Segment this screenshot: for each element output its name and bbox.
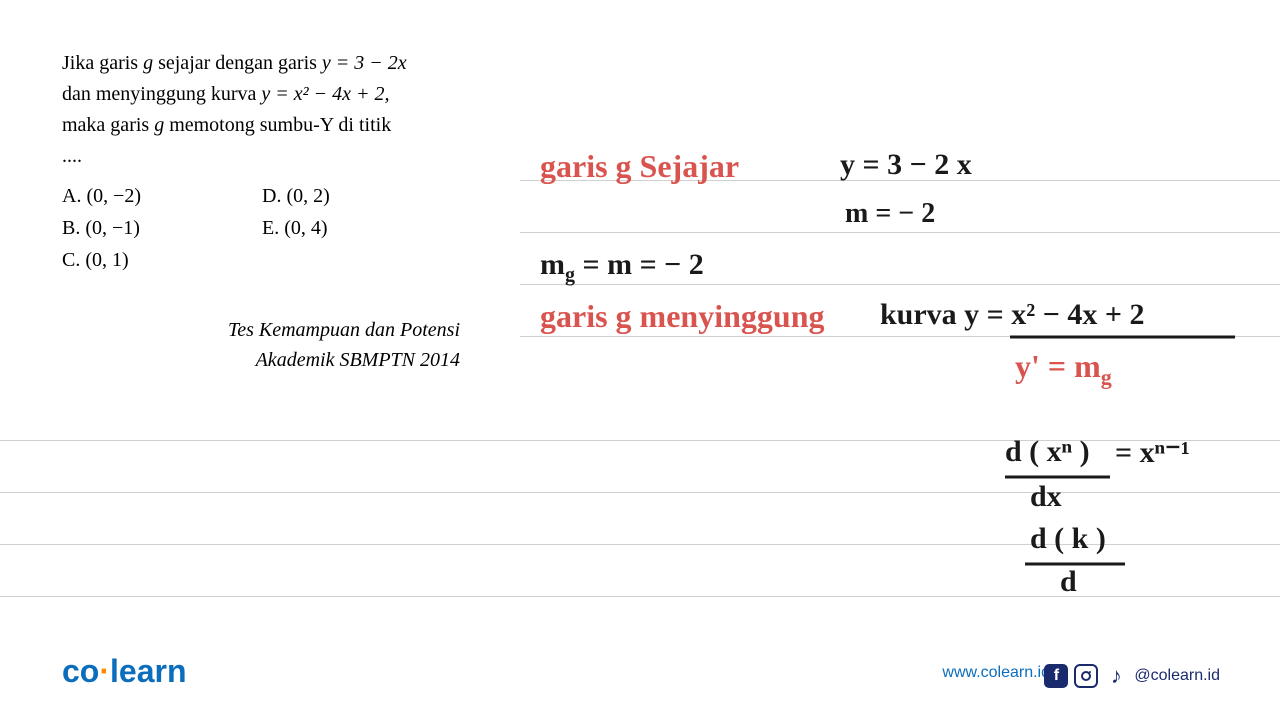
facebook-icon: f: [1044, 664, 1068, 688]
hand-dk-num: d ( k ): [1030, 522, 1106, 556]
source-line1: Tes Kemampuan dan Potensi: [228, 319, 460, 341]
q-line3-g: g: [154, 114, 164, 136]
q-dots: ....: [62, 145, 82, 167]
options-grid: A. (0, −2) D. (0, 2) B. (0, −1) E. (0, 4…: [62, 180, 492, 276]
hand-yprime-sub: g: [1101, 364, 1112, 389]
footer: co·learn www.colearn.id f ♪ @colearn.id: [0, 650, 1280, 690]
q-line1-g: g: [143, 52, 153, 74]
logo-learn: learn: [110, 653, 186, 689]
hand-deriv-eq: = xⁿ⁻¹: [1115, 435, 1190, 470]
option-a: A. (0, −2): [62, 180, 262, 212]
q-line3-post: memotong sumbu-Y di titik: [164, 114, 391, 136]
q-line2-eq: y = x² − 4x + 2,: [261, 83, 389, 105]
hand-mg-sub: g: [565, 264, 575, 286]
underline-kurva: [1010, 335, 1235, 341]
option-d: D. (0, 2): [262, 180, 462, 212]
brand-logo: co·learn: [62, 653, 186, 690]
option-b: B. (0, −1): [62, 212, 262, 244]
hand-dk-den: d: [1060, 565, 1077, 599]
tiktok-icon: ♪: [1104, 664, 1128, 688]
hand-deriv-den: dx: [1030, 480, 1062, 514]
hand-mg-m: m: [540, 248, 565, 281]
logo-dot: ·: [99, 653, 110, 689]
hand-line3: mg = m = − 2: [540, 248, 704, 287]
hand-yprime: y' = m: [1015, 348, 1101, 384]
hand-line1-red: garis g Sejajar: [540, 148, 739, 185]
hand-line5-red: y' = mg: [1015, 348, 1112, 390]
q-line1-eq: y = 3 − 2x: [322, 52, 407, 74]
q-line1-pre: Jika garis: [62, 52, 143, 74]
social-group: f ♪ @colearn.id: [1044, 664, 1220, 688]
logo-co: co: [62, 653, 99, 689]
option-c: C. (0, 1): [62, 244, 262, 276]
hand-line1-eq: y = 3 − 2 x: [840, 148, 972, 182]
hand-line2: m = − 2: [845, 198, 935, 230]
hand-deriv-num: d ( xⁿ ): [1005, 435, 1090, 469]
q-line2-pre: dan menyinggung kurva: [62, 83, 261, 105]
hand-mg-rest: = m = − 2: [575, 248, 704, 281]
option-e: E. (0, 4): [262, 212, 462, 244]
source-line2: Akademik SBMPTN 2014: [256, 349, 460, 371]
question-text: Jika garis g sejajar dengan garis y = 3 …: [62, 48, 492, 172]
hand-line4-red: garis g menyinggung: [540, 298, 824, 335]
question-block: Jika garis g sejajar dengan garis y = 3 …: [62, 48, 492, 276]
q-line3-pre: maka garis: [62, 114, 154, 136]
social-handle: @colearn.id: [1134, 667, 1220, 685]
hand-line4-black: kurva y = x² − 4x + 2: [880, 298, 1144, 332]
question-source: Tes Kemampuan dan Potensi Akademik SBMPT…: [175, 315, 460, 375]
footer-url: www.colearn.id: [942, 664, 1050, 682]
q-line1-mid: sejajar dengan garis: [153, 52, 322, 74]
instagram-icon: [1074, 664, 1098, 688]
